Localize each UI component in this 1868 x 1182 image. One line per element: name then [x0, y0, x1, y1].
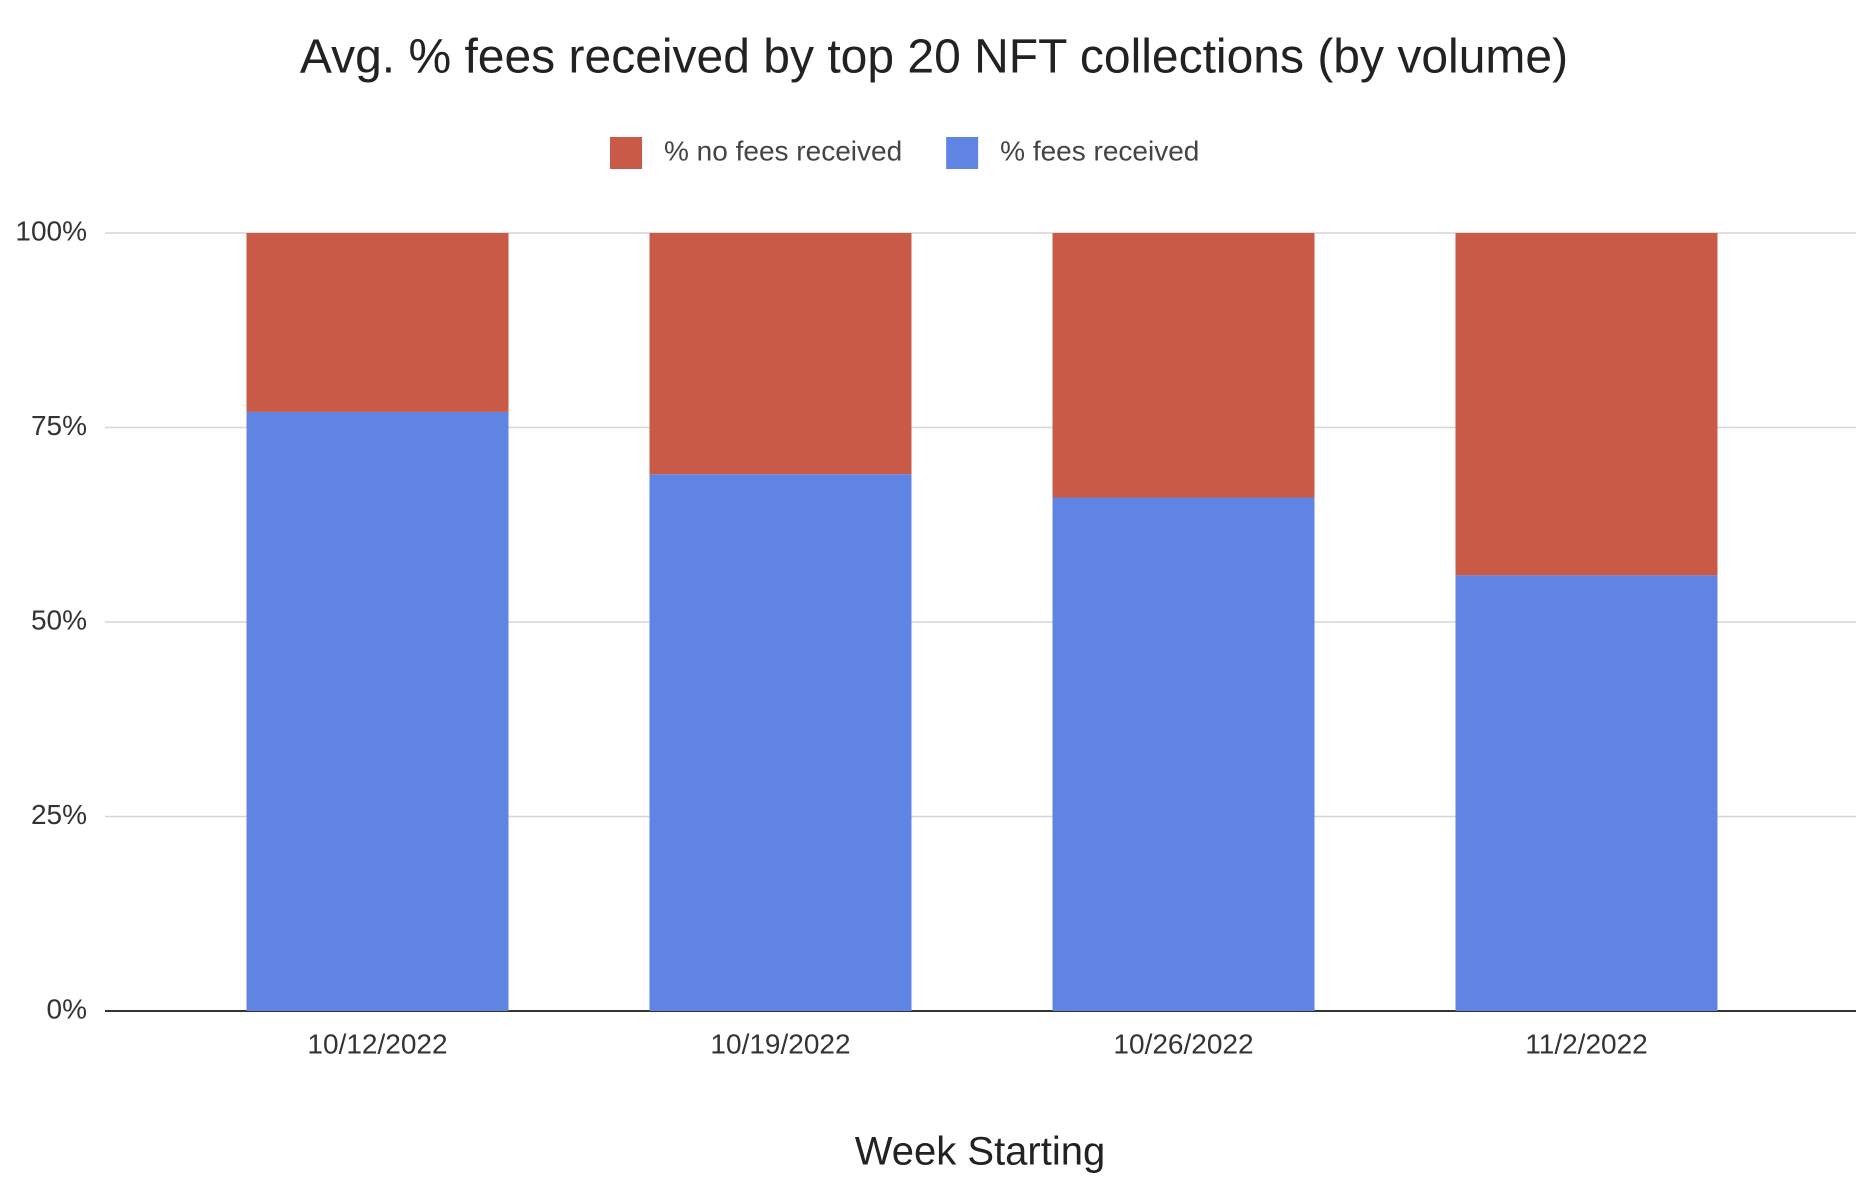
- x-tick-label: 10/12/2022: [307, 1028, 447, 1059]
- legend-label: % fees received: [1000, 135, 1199, 166]
- bar-segment: [1052, 497, 1315, 1011]
- x-axis-title: Week Starting: [855, 1130, 1106, 1174]
- legend-label: % no fees received: [664, 135, 902, 166]
- chart-title: Avg. % fees received by top 20 NFT colle…: [300, 31, 1568, 84]
- x-tick-label: 11/2/2022: [1525, 1028, 1648, 1059]
- x-tick-label: 10/19/2022: [710, 1028, 850, 1059]
- y-tick-label: 75%: [31, 410, 87, 441]
- bar-segment: [1455, 233, 1718, 576]
- legend-swatch: [610, 137, 642, 169]
- bar-segment: [1455, 575, 1718, 1011]
- y-tick-label: 0%: [47, 993, 87, 1024]
- bar-segment: [649, 233, 912, 475]
- bar-segment: [1052, 233, 1315, 498]
- legend-swatch: [946, 137, 979, 169]
- y-tick-label: 50%: [31, 604, 87, 635]
- bar-segment: [246, 233, 509, 412]
- x-tick-label: 10/26/2022: [1113, 1028, 1253, 1059]
- y-tick-label: 100%: [15, 215, 87, 246]
- bar-segment: [649, 474, 912, 1011]
- bar-segment: [246, 411, 509, 1011]
- y-tick-label: 25%: [31, 799, 87, 830]
